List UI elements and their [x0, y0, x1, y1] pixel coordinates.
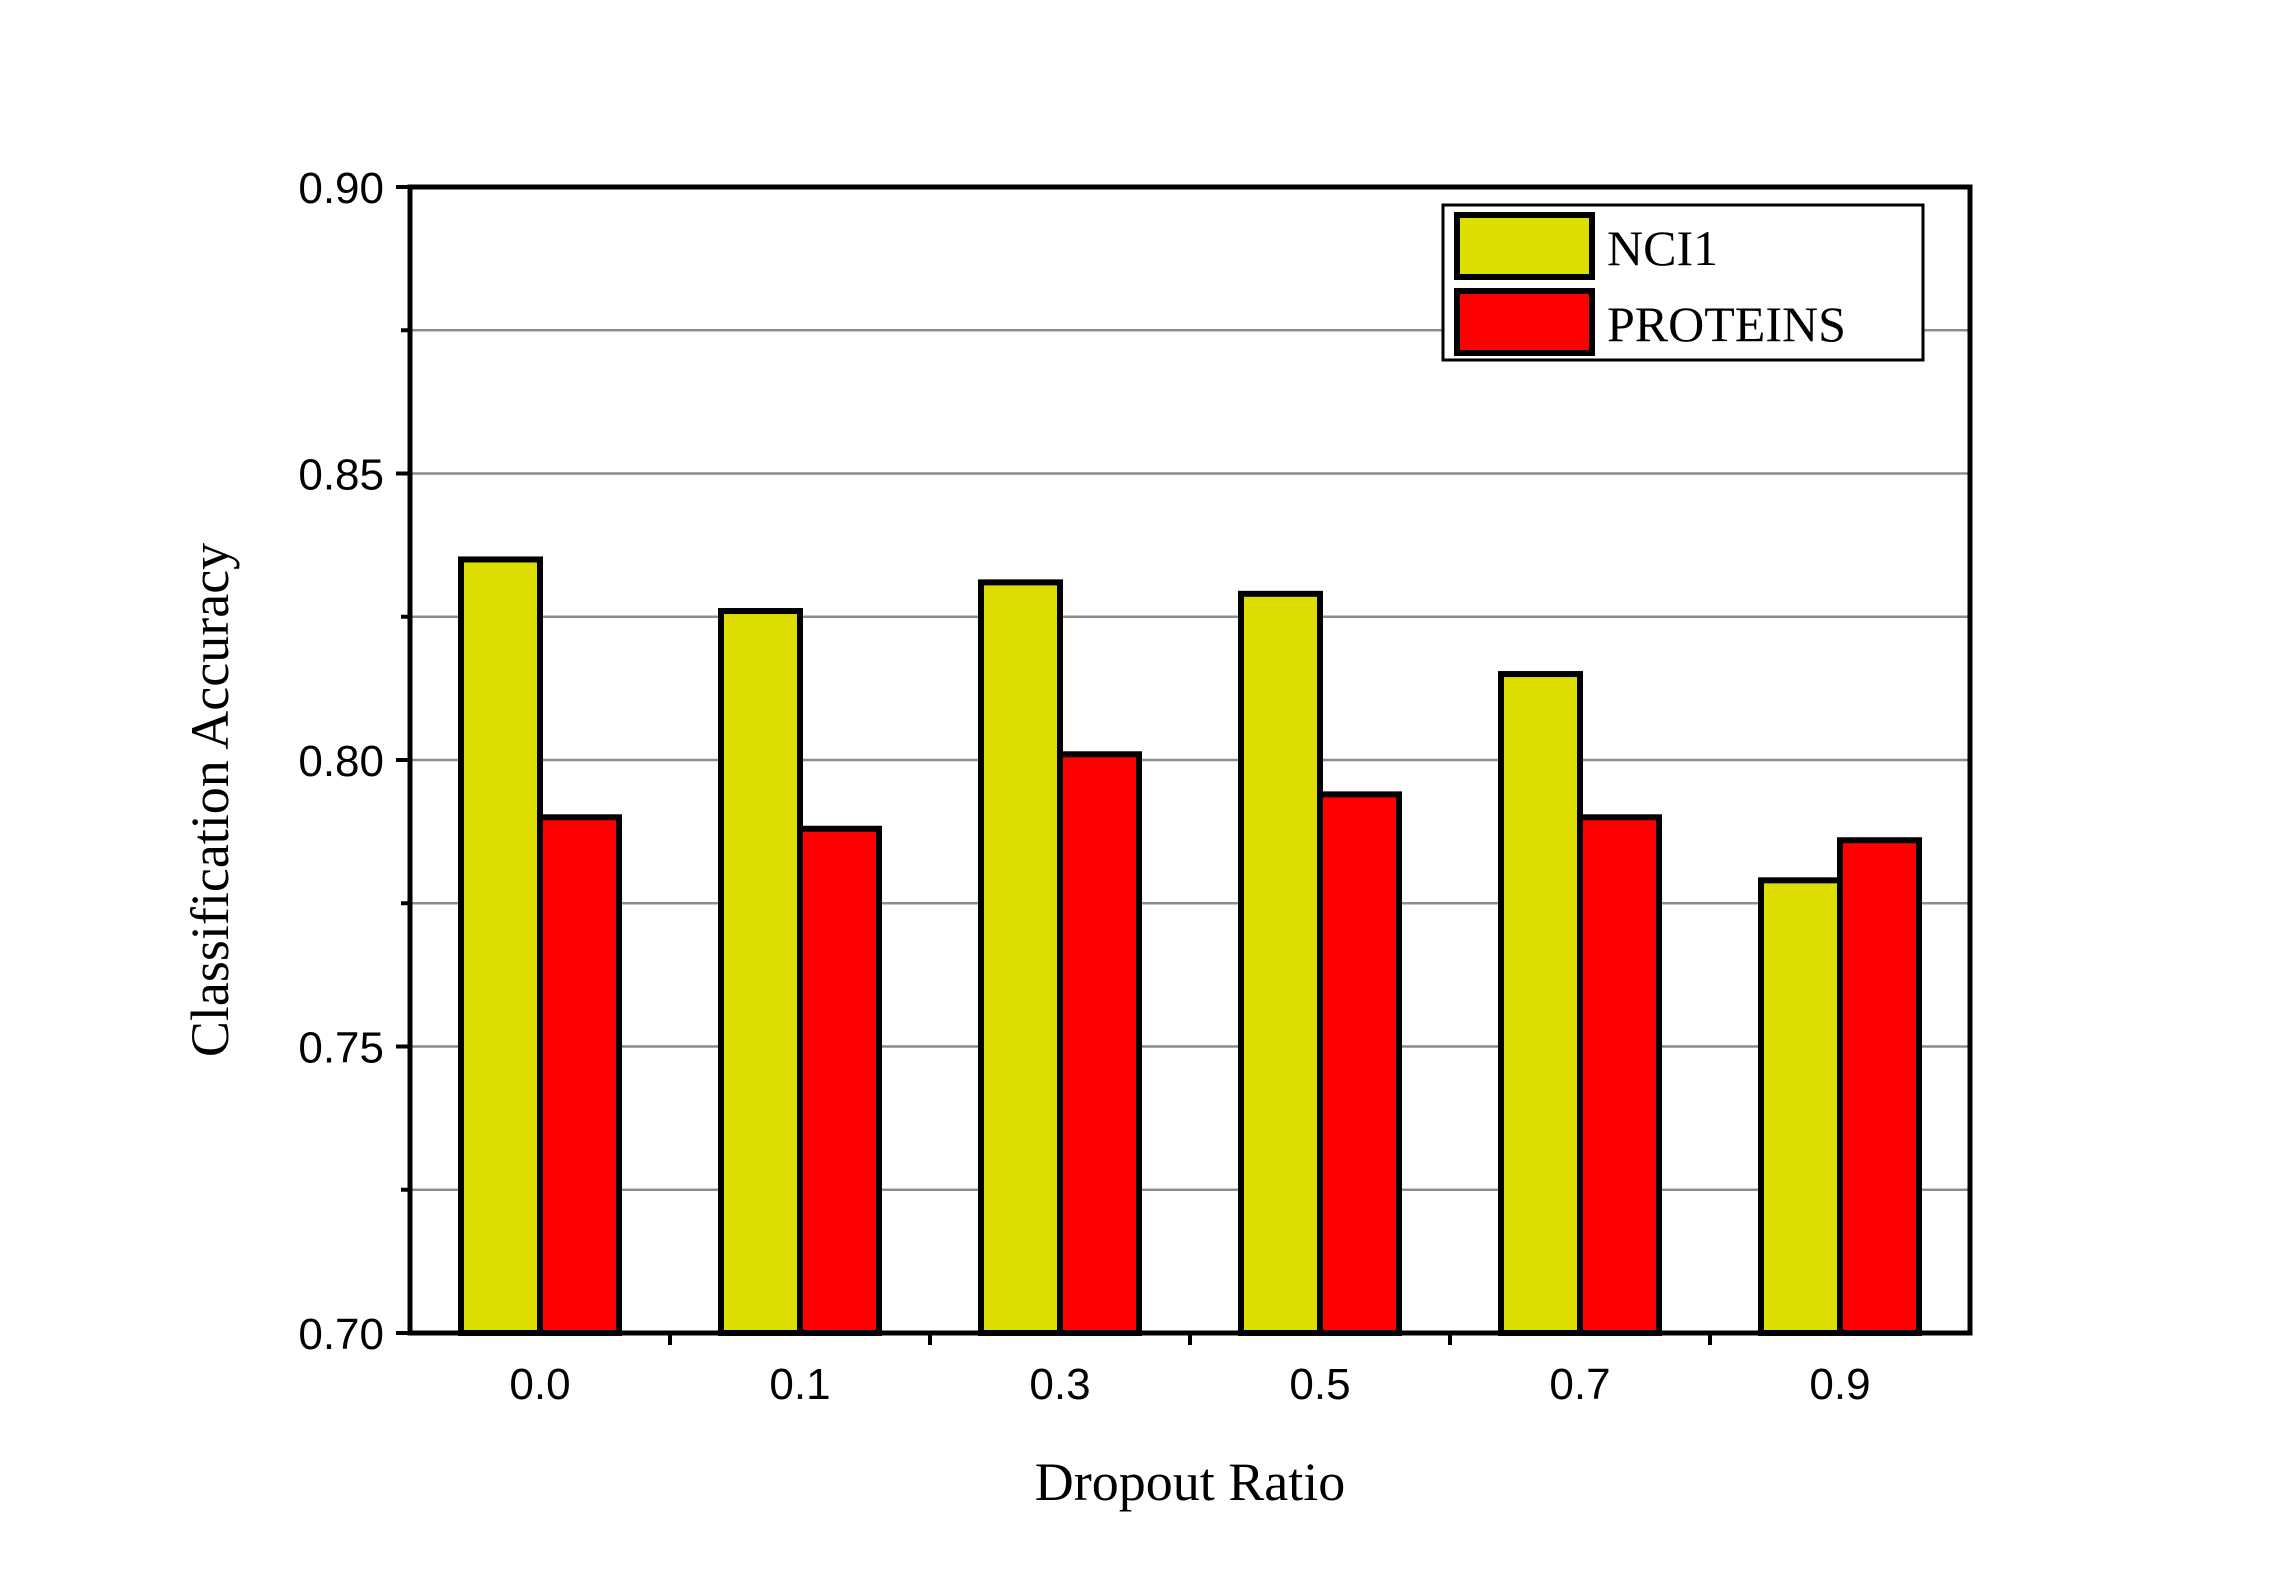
bar-proteins-0.7 — [1577, 814, 1662, 1336]
y-tick-label: 0.75 — [298, 1024, 384, 1073]
x-tick-label: 0.3 — [1029, 1360, 1090, 1409]
axis-ticks — [396, 185, 1712, 1345]
x-axis-title: Dropout Ratio — [1035, 1452, 1345, 1512]
y-tick-label: 0.85 — [298, 451, 384, 500]
legend-swatch-nci1 — [1454, 212, 1595, 280]
bar-nci1-0.3 — [978, 579, 1063, 1336]
x-tick-label: 0.5 — [1289, 1360, 1350, 1409]
legend: NCI1 PROTEINS — [1441, 203, 1925, 362]
legend-label-proteins: PROTEINS — [1607, 296, 1846, 352]
y-axis-title: Classification Accuracy — [180, 543, 240, 1057]
legend-label-nci1: NCI1 — [1607, 220, 1718, 276]
gridlines — [410, 329, 1970, 1191]
y-tick-labels: 0.70 0.75 0.80 0.85 0.90 — [298, 164, 384, 1359]
bar-proteins-0.3 — [1057, 751, 1142, 1336]
bar-proteins-0.0 — [537, 814, 622, 1336]
x-tick-label: 0.1 — [769, 1360, 830, 1409]
y-tick-label: 0.70 — [298, 1310, 384, 1359]
bar-nci1-0.1 — [718, 608, 803, 1336]
bar-nci1-0.9 — [1758, 877, 1843, 1337]
x-tick-label: 0.9 — [1809, 1360, 1870, 1409]
x-tick-labels: 0.0 0.1 0.3 0.5 0.7 0.9 — [509, 1360, 1870, 1409]
x-tick-label: 0.7 — [1549, 1360, 1610, 1409]
bars — [458, 556, 1922, 1337]
bar-proteins-0.9 — [1837, 837, 1922, 1336]
y-tick-label: 0.80 — [298, 737, 384, 786]
legend-swatch-proteins — [1454, 288, 1595, 356]
bar-nci1-0.0 — [458, 556, 543, 1336]
y-tick-label: 0.90 — [298, 164, 384, 213]
bar-nci1-0.7 — [1498, 671, 1583, 1336]
bar-proteins-0.1 — [797, 825, 882, 1336]
bar-proteins-0.5 — [1317, 791, 1402, 1336]
x-tick-label: 0.0 — [509, 1360, 570, 1409]
bar-nci1-0.5 — [1238, 590, 1323, 1336]
